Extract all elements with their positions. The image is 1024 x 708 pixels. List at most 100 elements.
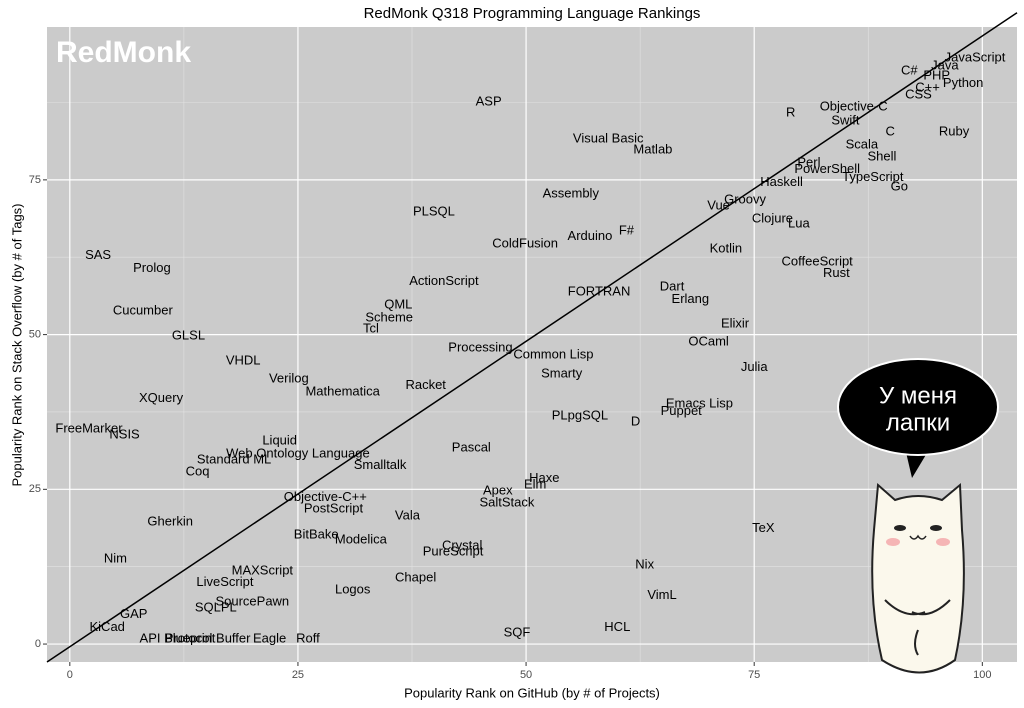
point-label: VimL — [647, 587, 676, 602]
point-label: FORTRAN — [568, 283, 631, 298]
point-label: HCL — [604, 619, 630, 634]
x-tick-label: 25 — [292, 669, 304, 681]
y-tick-label: 0 — [35, 638, 41, 650]
cat-eye — [894, 525, 906, 531]
point-label: Elm — [524, 476, 546, 491]
point-label: Common Lisp — [513, 346, 593, 361]
y-tick-label: 25 — [29, 483, 41, 495]
point-label: Emacs Lisp — [666, 395, 733, 410]
point-label: Smarty — [541, 366, 583, 381]
point-label: Nix — [635, 556, 654, 571]
point-label: Clojure — [752, 210, 793, 225]
point-label: GLSL — [172, 327, 205, 342]
point-label: Roff — [296, 631, 320, 646]
point-label: KiCad — [90, 619, 125, 634]
point-label: Scala — [846, 137, 879, 152]
point-label: Logos — [335, 582, 371, 597]
point-label: PureScript — [423, 543, 484, 558]
point-label: FreeMarker — [55, 421, 123, 436]
point-label: Mathematica — [305, 384, 380, 399]
point-label: Verilog — [269, 371, 309, 386]
point-label: SQLPL — [195, 600, 237, 615]
point-label: PowerShell — [794, 161, 860, 176]
point-label: SQF — [504, 624, 531, 639]
point-label: Crystal — [442, 538, 483, 553]
point-label: TeX — [752, 520, 775, 535]
point-label: GAP — [120, 606, 147, 621]
point-label: LiveScript — [196, 574, 253, 589]
point-label: QML — [384, 296, 412, 311]
cat-tail — [914, 629, 919, 656]
point-label: NSIS — [109, 426, 140, 441]
point-label: Pascal — [452, 439, 491, 454]
point-label: Lua — [788, 215, 810, 230]
point-label: Vue — [707, 197, 730, 212]
cat-body — [871, 482, 965, 674]
point-label: Objective-C++ — [284, 489, 367, 504]
point-label: SAS — [85, 247, 111, 262]
point-label: API Blueprint — [140, 631, 216, 646]
point-label: Web Ontology Language — [226, 445, 370, 460]
point-label: Dart — [660, 278, 685, 293]
point-label: Perl — [797, 155, 820, 170]
y-axis-title: Popularity Rank on Stack Overflow (by # … — [9, 204, 24, 487]
point-label: Cucumber — [113, 303, 174, 318]
y-tick-label: 50 — [29, 329, 41, 341]
sticker: У меня лапки — [837, 358, 999, 674]
point-label: Elixir — [721, 316, 750, 331]
point-label: TypeScript — [842, 169, 904, 184]
point-label: Standard ML — [197, 452, 271, 467]
point-label: Swift — [831, 113, 860, 128]
y-tick-label: 75 — [29, 174, 41, 186]
point-label: Erlang — [672, 291, 710, 306]
point-label: Scheme — [365, 309, 413, 324]
cat-eye — [930, 525, 942, 531]
point-label: Arduino — [568, 228, 613, 243]
point-label: Tcl — [363, 320, 379, 335]
point-label: D — [631, 413, 640, 428]
point-label: Go — [891, 179, 908, 194]
cat-mouth — [909, 534, 927, 540]
point-label: ColdFusion — [492, 236, 558, 251]
point-label: Objective-C — [820, 98, 888, 113]
point-label: C — [885, 124, 894, 139]
point-label: Ruby — [939, 124, 970, 139]
point-label: Eagle — [253, 631, 286, 646]
sticker-text: лапки — [886, 409, 950, 436]
point-label: SourcePawn — [215, 593, 289, 608]
point-label: BitBake — [294, 527, 339, 542]
cat-cheek — [936, 538, 950, 546]
point-label: Assembly — [543, 186, 600, 201]
point-label: Chapel — [395, 569, 436, 584]
sticker-text: У меня — [879, 382, 957, 409]
point-label: Smalltalk — [354, 457, 407, 472]
point-label: Vala — [395, 507, 421, 522]
point-label: MAXScript — [232, 562, 294, 577]
point-label: CSS — [905, 87, 932, 102]
point-label: Gherkin — [147, 514, 193, 529]
point-label: SaltStack — [479, 494, 534, 509]
chart-title: RedMonk Q318 Programming Language Rankin… — [364, 5, 701, 22]
point-label: PHP — [923, 67, 950, 82]
point-label: R — [786, 104, 795, 119]
point-label: PLpgSQL — [552, 408, 608, 423]
point-label: Liquid — [262, 432, 297, 447]
point-label: JavaScript — [945, 49, 1006, 64]
point-label: Haxe — [529, 470, 559, 485]
cat-paws — [884, 599, 951, 616]
point-label: Java — [931, 57, 959, 72]
fit-line — [46, 12, 1018, 663]
point-label: Rust — [823, 265, 850, 280]
point-label: Groovy — [724, 192, 766, 207]
point-label: OCaml — [688, 333, 729, 348]
point-label: VHDL — [226, 353, 261, 368]
point-label: Shell — [867, 148, 896, 163]
point-label: Haskell — [760, 174, 803, 189]
point-label: Julia — [741, 359, 769, 374]
x-tick-label: 50 — [520, 669, 532, 681]
point-label: Racket — [405, 377, 446, 392]
point-label: Python — [943, 75, 983, 90]
point-label: Kotlin — [710, 241, 743, 256]
